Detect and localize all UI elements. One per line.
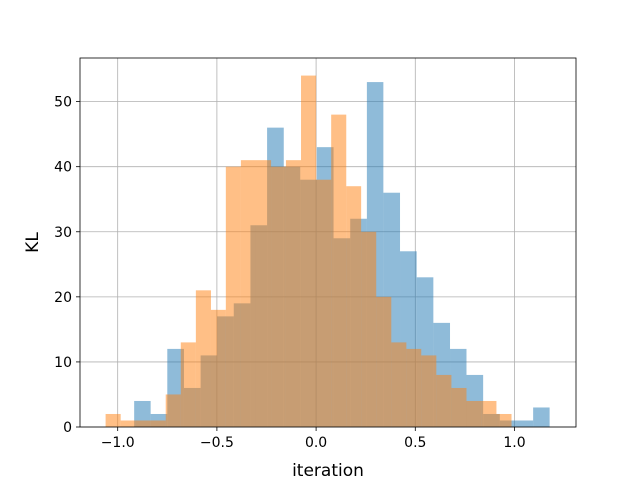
y-tick-label: 30 [54, 225, 72, 241]
histogram-bar [533, 407, 550, 427]
y-tick-label: 40 [54, 160, 72, 176]
x-tick-label: −1.0 [101, 435, 135, 451]
histogram-bar [436, 374, 452, 427]
histogram-bar [210, 309, 226, 427]
x-tick-label: 1.0 [503, 435, 525, 451]
histogram-bar [180, 342, 196, 427]
histogram-bar [240, 160, 256, 427]
histogram-bar [165, 394, 181, 427]
histogram-bar [391, 342, 407, 427]
y-tick-label: 20 [54, 290, 72, 306]
histogram-bar [150, 420, 166, 427]
histogram-bar [421, 355, 437, 427]
plot-frame [79, 57, 577, 428]
histogram-bar [195, 290, 211, 427]
x-tick-label: 0.5 [404, 435, 426, 451]
ticks-layer: −1.0 −0.5 0.0 0.5 1.0 0 10 20 30 40 50 [54, 95, 525, 451]
histogram-bar [271, 166, 286, 427]
y-tick-label: 10 [54, 355, 72, 371]
y-tick-label: 0 [63, 420, 72, 436]
histogram-bar [346, 186, 362, 427]
histogram-bar [451, 387, 467, 427]
y-axis-label: KL [23, 232, 43, 253]
histogram-bar [331, 114, 347, 427]
x-tick-label: −0.5 [200, 435, 234, 451]
histogram-bar [255, 160, 272, 427]
histogram-bar [496, 413, 512, 427]
histogram-bar [105, 413, 121, 427]
histogram-bar [361, 231, 377, 427]
histogram-bar [225, 166, 241, 427]
bars-layer [105, 75, 550, 428]
histogram-bar [406, 348, 422, 427]
x-tick-label: 0.0 [305, 435, 327, 451]
histogram-bar [120, 420, 136, 427]
histogram-bar [316, 179, 332, 427]
histogram-bar [481, 400, 497, 427]
histogram-bar [466, 400, 482, 427]
x-axis-label: iteration [292, 461, 364, 480]
histogram-bar [376, 296, 392, 427]
histogram-bar [135, 420, 151, 427]
histogram-bar [516, 420, 534, 427]
histogram-bar [301, 75, 317, 428]
y-tick-label: 50 [54, 95, 72, 111]
histogram-bar [285, 160, 302, 427]
